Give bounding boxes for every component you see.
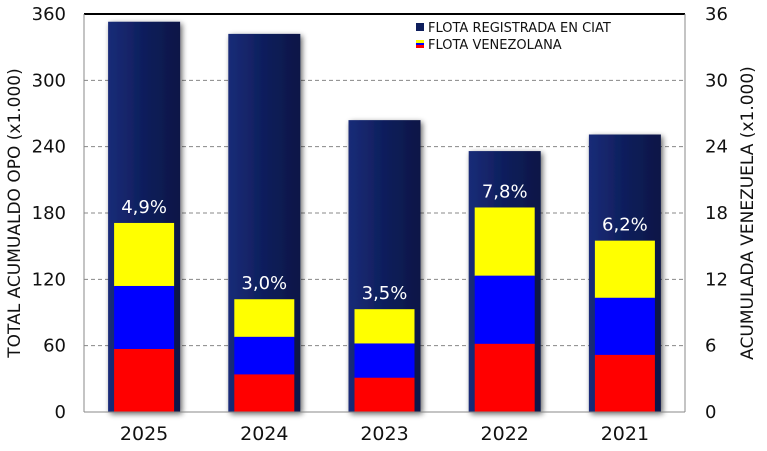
x-category-label: 2021 (601, 423, 649, 445)
y2-tick-label: 36 (705, 4, 728, 25)
y-tick-label: 240 (32, 137, 66, 158)
y-tick-label: 0 (55, 402, 66, 423)
percent-label: 3,0% (241, 273, 287, 294)
bar-flag-yellow (234, 299, 295, 338)
percent-label: 4,9% (121, 197, 167, 218)
legend-label-flag: FLOTA VENEZOLANA (428, 38, 562, 53)
y-tick-label: 180 (32, 203, 66, 224)
legend-swatch-flag (416, 40, 424, 48)
x-axis-categories: 2025 2024 2023 2022 2021 (120, 423, 649, 445)
legend-label-total: FLOTA REGISTRADA EN CIAT (428, 21, 611, 36)
legend-background (408, 16, 663, 54)
bars (108, 21, 661, 413)
bar-group-2024 (228, 33, 301, 413)
bar-flag-blue (114, 285, 175, 350)
bar-flag-blue (594, 297, 655, 356)
x-category-label: 2024 (240, 423, 288, 445)
x-category-label: 2025 (120, 423, 168, 445)
y-axis-title: TOTAL ACUMUALDO OPO (x1.000) (5, 68, 25, 358)
percent-labels: 4,9% 3,0% 3,5% 7,8% 6,2% (121, 181, 648, 304)
bar-flag-yellow (114, 222, 175, 287)
x-category-label: 2023 (360, 423, 408, 445)
bar-group-2025 (108, 21, 181, 412)
bar-flag-red (594, 354, 655, 412)
bar-flag-blue (234, 336, 295, 375)
y2-tick-label: 18 (705, 203, 728, 224)
bar-flag-yellow (474, 207, 535, 277)
bar-group-2023 (348, 120, 421, 412)
y-tick-label: 300 (32, 70, 66, 91)
bar-flag-red (474, 343, 535, 412)
percent-label: 7,8% (482, 181, 528, 202)
y-tick-label: 60 (43, 336, 66, 357)
bar-flag-yellow (594, 240, 655, 299)
bar-flag-blue (474, 275, 535, 345)
grid-lines (84, 79, 685, 347)
y2-tick-label: 12 (705, 269, 728, 290)
bar-flag-blue (354, 343, 415, 379)
y2-axis-ticks: 0 6 12 18 24 30 36 (705, 4, 728, 423)
y-tick-label: 360 (32, 4, 66, 25)
y2-tick-label: 0 (705, 402, 716, 423)
y2-tick-label: 6 (705, 336, 716, 357)
x-category-label: 2022 (481, 423, 529, 445)
bar-flag-red (234, 374, 295, 412)
y2-axis-title: ACUMULADA VENEZUELA (x1.000) (738, 66, 758, 360)
bar-group-2021 (588, 134, 661, 412)
legend-swatch-total (416, 23, 424, 31)
bar-flag-yellow (354, 309, 415, 344)
bar-group-2022 (468, 151, 541, 413)
y2-tick-label: 30 (705, 70, 728, 91)
y-axis-ticks: 0 60 120 180 240 300 360 (32, 4, 66, 423)
bar-flag-red (114, 348, 175, 412)
percent-label: 6,2% (602, 215, 648, 236)
y-tick-label: 120 (32, 269, 66, 290)
percent-label: 3,5% (362, 283, 408, 304)
bar-flag-red (354, 377, 415, 412)
y2-tick-label: 24 (705, 137, 728, 158)
legend: FLOTA REGISTRADA EN CIAT FLOTA VENEZOLAN… (408, 16, 663, 54)
